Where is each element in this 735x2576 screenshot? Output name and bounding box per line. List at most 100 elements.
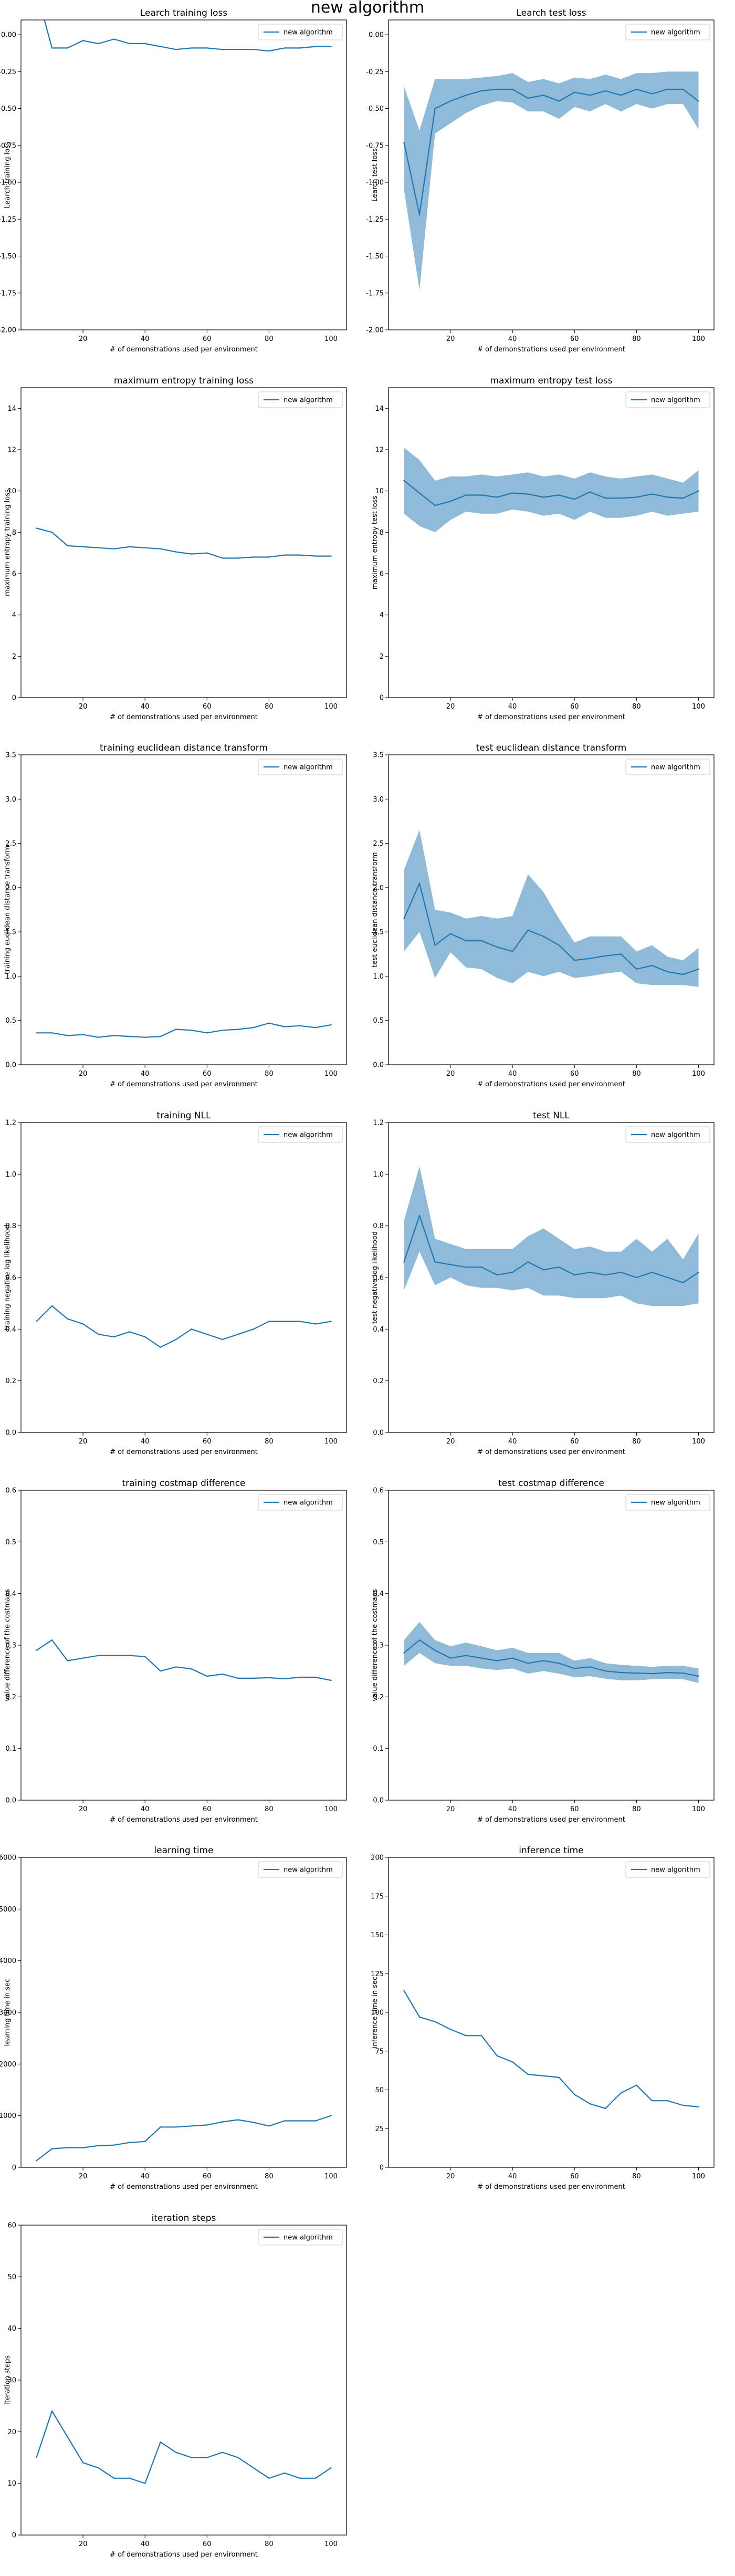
y-tick-label: 0.4: [373, 1590, 384, 1598]
data-point: [434, 1261, 436, 1263]
data-point: [558, 100, 560, 102]
x-tick-label: 40: [508, 1070, 517, 1078]
data-point: [589, 1666, 591, 1668]
data-point: [449, 100, 452, 102]
y-axis-label: training euclidean distance transform: [4, 846, 12, 974]
legend-box: [258, 1494, 343, 1511]
data-point: [330, 2115, 332, 2116]
y-tick-label: -0.75: [366, 142, 384, 150]
data-point: [527, 1261, 529, 1263]
chart-panel: maximum entropy test loss 20 40 60 80 100 0 2 4 6…: [371, 376, 715, 721]
y-tick-label: 50: [7, 2273, 16, 2281]
y-tick-label: 12: [375, 446, 384, 454]
x-tick-label: 20: [446, 703, 455, 711]
confidence-band: [404, 448, 699, 533]
data-point: [574, 2094, 575, 2095]
data-point: [449, 1657, 452, 1659]
data-point: [175, 2126, 177, 2128]
legend-label: new algorithm: [651, 764, 700, 772]
y-tick-label: 0.3: [373, 1642, 384, 1650]
chart-panel: training costmap difference 20 40 60 80 100 0.…: [4, 1478, 347, 1824]
legend-box: [625, 1494, 710, 1511]
data-point: [67, 47, 68, 49]
legend-label: new algorithm: [284, 764, 333, 772]
series-line: [36, 1639, 331, 1681]
data-point: [206, 1032, 208, 1034]
data-point: [268, 1677, 270, 1679]
data-point: [237, 1334, 239, 1335]
y-tick-label: 10: [375, 487, 384, 495]
axes-frame: [20, 2225, 347, 2536]
data-point: [620, 1272, 622, 1273]
data-point: [558, 2076, 560, 2079]
confidence-band: [404, 1166, 699, 1306]
data-point: [527, 2073, 529, 2075]
y-tick-label: 0.2: [5, 1694, 16, 1701]
data-point: [651, 1272, 653, 1273]
confidence-band: [404, 71, 699, 290]
data-point: [206, 1334, 208, 1335]
data-point: [698, 1675, 699, 1677]
data-point: [82, 40, 84, 41]
data-point: [299, 47, 301, 49]
data-point: [51, 1639, 53, 1641]
legend-label: new algorithm: [651, 397, 700, 404]
data-point: [682, 1282, 684, 1283]
data-point: [253, 2122, 255, 2123]
x-tick-label: 80: [632, 335, 641, 343]
data-point: [160, 46, 161, 47]
data-point: [222, 1338, 223, 1341]
data-point: [51, 1305, 53, 1307]
data-point: [512, 88, 513, 90]
data-point: [527, 1663, 529, 1664]
data-point: [144, 547, 146, 549]
x-tick-label: 20: [446, 2173, 455, 2180]
data-point: [620, 2092, 622, 2094]
data-point: [314, 1323, 317, 1325]
data-point: [418, 2016, 421, 2018]
data-point: [82, 1323, 84, 1325]
data-point: [314, 46, 317, 47]
y-tick-label: 1.2: [5, 1119, 16, 1127]
data-point: [206, 1675, 208, 1677]
legend-box: [625, 391, 710, 408]
data-point: [465, 1266, 467, 1268]
data-point: [667, 1276, 668, 1279]
data-point: [206, 47, 208, 49]
y-tick-label: 3.0: [373, 796, 384, 804]
y-tick-label: 1.2: [373, 1119, 384, 1127]
x-tick-label: 20: [79, 1070, 88, 1078]
data-point: [330, 46, 332, 47]
data-point: [527, 929, 529, 931]
data-point: [620, 953, 622, 955]
x-axis-label: # of demonstrations used per environment: [477, 1816, 625, 1824]
data-point: [191, 2457, 192, 2458]
x-tick-label: 60: [570, 1805, 579, 1813]
data-point: [651, 2100, 653, 2102]
x-tick-label: 20: [79, 335, 88, 343]
y-tick-label: -2.00: [366, 327, 384, 335]
y-tick-label: 0.8: [373, 1222, 384, 1230]
data-point: [434, 944, 436, 946]
legend-box: [258, 2229, 343, 2246]
data-point: [543, 2075, 544, 2077]
data-point: [418, 1639, 421, 1641]
data-point: [222, 49, 223, 50]
data-point: [698, 490, 699, 492]
data-point: [237, 2457, 239, 2458]
y-tick-label: -1.50: [0, 253, 16, 261]
data-point: [698, 2106, 699, 2108]
x-tick-label: 80: [632, 703, 641, 711]
y-tick-label: 20: [7, 2428, 16, 2436]
x-tick-label: 100: [324, 335, 338, 343]
data-point: [175, 551, 177, 553]
data-point: [543, 496, 544, 498]
x-axis-label: # of demonstrations used per environment: [477, 713, 625, 721]
data-point: [144, 1336, 146, 1338]
data-point: [253, 1328, 255, 1330]
series-line: [36, 1022, 331, 1038]
data-point: [144, 1656, 146, 1657]
axes-frame: [388, 19, 715, 330]
data-point: [98, 547, 99, 549]
